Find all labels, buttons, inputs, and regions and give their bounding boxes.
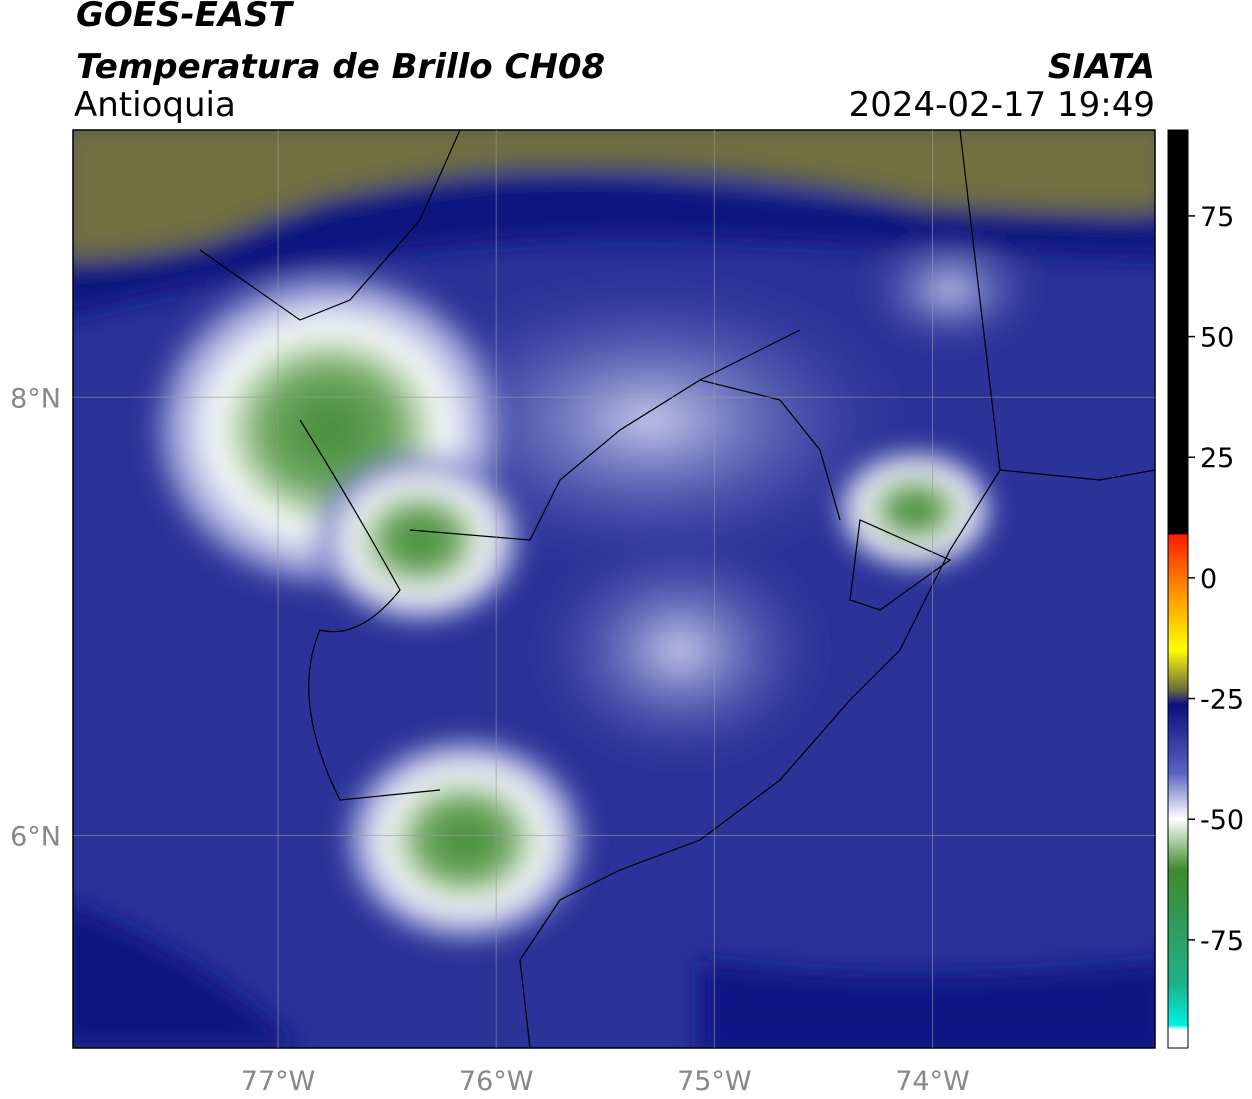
- y-tick-label: 6°N: [10, 821, 61, 852]
- colorbar-tick-label: 75: [1200, 202, 1234, 233]
- colorbar-tick-label: 0: [1200, 564, 1217, 595]
- map-frame: [72, 129, 1156, 1049]
- subtitle: Temperatura de Brillo CH08: [76, 47, 605, 87]
- datetime: 2024-02-17 19:49: [849, 85, 1155, 125]
- title: GOES-EAST: [76, 0, 295, 35]
- x-tick-label: 76°W: [459, 1066, 534, 1097]
- x-tick-label: 77°W: [241, 1066, 316, 1097]
- colorbar-tick-label: -50: [1200, 805, 1244, 836]
- colorbar-tick-label: -25: [1200, 685, 1244, 716]
- colorbar: [1167, 129, 1189, 1049]
- satellite-image: [73, 130, 1155, 1048]
- colorbar-tick-label: 50: [1200, 323, 1234, 354]
- x-tick-label: 74°W: [895, 1066, 970, 1097]
- colorbar-tick-label: -75: [1200, 926, 1244, 957]
- y-tick-label: 8°N: [10, 383, 61, 414]
- region: Antioquia: [74, 85, 236, 125]
- x-tick-label: 75°W: [677, 1066, 752, 1097]
- source: SIATA: [1048, 47, 1155, 87]
- colorbar-tick-label: 25: [1200, 443, 1234, 474]
